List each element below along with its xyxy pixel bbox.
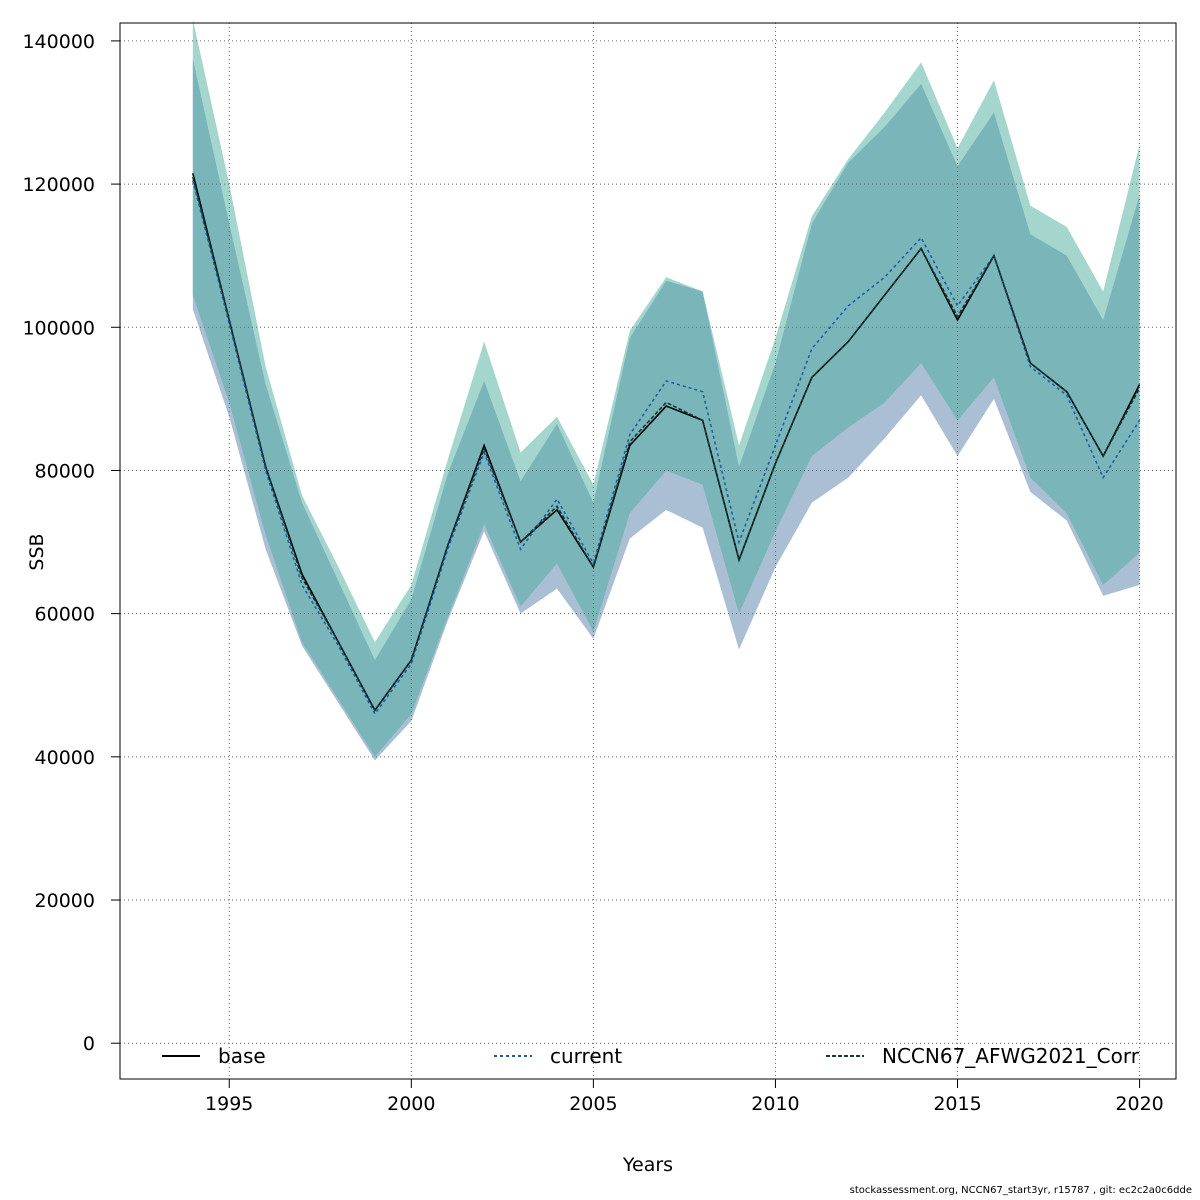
series-lines [192,173,1141,716]
x-tick-label: 2005 [569,1093,617,1115]
x-axis: 1995 2000 2005 2010 2015 2020 [205,1079,1164,1115]
legend-label: current [550,1044,622,1068]
confidence-bands [192,19,1140,761]
plot-frame [119,22,1177,1080]
legend: base current NCCN67_AFWG2021_Corr [162,1044,1140,1068]
grid-lines [120,23,1176,1079]
y-tick-label: 80000 [35,460,95,482]
y-tick-label: 120000 [22,174,95,196]
y-axis-label: SSB [26,533,48,570]
line-nccn67_afwg2021_corr [192,176,1141,712]
y-tick-label: 0 [83,1033,95,1055]
y-tick-label: 20000 [35,890,95,912]
legend-label: base [218,1044,266,1068]
y-tick-label: 40000 [35,747,95,769]
y-tick-label: 100000 [22,317,95,339]
x-axis-label: Years [622,1154,673,1176]
x-tick-label: 2000 [387,1093,435,1115]
x-tick-label: 1995 [205,1093,253,1115]
footer-credit: stockassessment.org, NCCN67_start3yr, r1… [849,1185,1192,1196]
y-axis: 0 20000 40000 60000 80000 100000 120000 140000 [22,31,120,1055]
x-tick-label: 2010 [751,1093,799,1115]
ci-band-nccn67_afwg2021_corr [192,19,1140,757]
legend-label: NCCN67_AFWG2021_Corr [882,1044,1140,1068]
y-tick-label: 140000 [22,31,95,53]
y-tick-label: 60000 [35,604,95,626]
x-tick-label: 2020 [1115,1093,1163,1115]
x-tick-label: 2015 [933,1093,981,1115]
line-current [192,180,1141,716]
